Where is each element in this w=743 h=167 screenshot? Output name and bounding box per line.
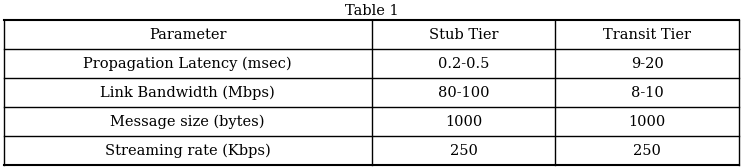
Text: 1000: 1000: [445, 115, 482, 129]
Text: Parameter: Parameter: [149, 28, 227, 42]
Text: 1000: 1000: [629, 115, 666, 129]
Text: 250: 250: [633, 144, 661, 158]
Text: 9-20: 9-20: [631, 57, 663, 71]
Text: 80-100: 80-100: [438, 86, 489, 100]
Text: 0.2-0.5: 0.2-0.5: [438, 57, 489, 71]
Text: 250: 250: [450, 144, 478, 158]
Text: Link Bandwidth (Mbps): Link Bandwidth (Mbps): [100, 86, 275, 100]
Text: Stub Tier: Stub Tier: [429, 28, 499, 42]
Text: Propagation Latency (msec): Propagation Latency (msec): [83, 56, 292, 71]
Text: Transit Tier: Transit Tier: [603, 28, 691, 42]
Text: Streaming rate (Kbps): Streaming rate (Kbps): [105, 144, 270, 158]
Text: Table 1: Table 1: [345, 4, 398, 18]
Text: 8-10: 8-10: [631, 86, 663, 100]
Text: Message size (bytes): Message size (bytes): [111, 115, 265, 129]
